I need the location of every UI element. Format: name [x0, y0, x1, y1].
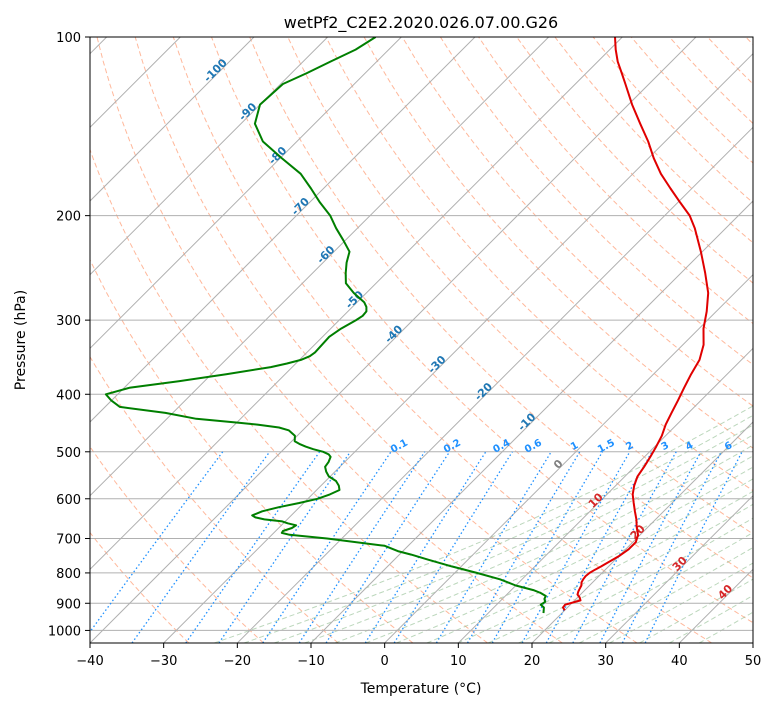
mixing-ratio-line [521, 451, 631, 643]
x-tick-label: −40 [76, 654, 103, 669]
x-axis-ticks: −40 −30 −20 −10 0 10 20 30 40 50 [76, 643, 761, 669]
moist-adiabat-line [396, 466, 753, 643]
mixing-ratio-lines [90, 451, 743, 643]
mixing-ratio-label: 8 [751, 440, 762, 453]
dry-adiabat-line [90, 148, 488, 643]
x-tick-label: 50 [745, 654, 762, 669]
mixing-ratio-label: 3 [660, 440, 671, 453]
x-axis-label: Temperature (°C) [360, 681, 482, 697]
dry-adiabat-line [96, 37, 563, 643]
mixing-ratio-label: 1 [569, 440, 580, 453]
mixing-ratio-line [599, 451, 702, 643]
y-tick-label: 1000 [48, 624, 81, 639]
mixing-ratio-label: 4 [684, 440, 695, 453]
dry-adiabat-line [172, 37, 712, 643]
temperature-profile [562, 37, 710, 611]
mixing-ratio-line [325, 451, 451, 643]
isotherm-line [90, 37, 329, 276]
moist-adiabat-line [214, 405, 753, 643]
isotherm-line [384, 273, 753, 643]
y-axis-label: Pressure (hPa) [13, 290, 29, 390]
mixing-ratio-line [364, 451, 487, 643]
sounding-series [104, 37, 710, 614]
dewpoint-profile [104, 37, 547, 614]
moist-adiabat-line [609, 562, 753, 643]
isotherm-line [457, 347, 753, 643]
moist-adiabat-line [304, 434, 753, 643]
y-tick-label: 800 [56, 567, 81, 582]
dry-adiabats [90, 37, 753, 643]
isotherm-line [531, 421, 753, 643]
mixing-ratio-line [185, 451, 321, 643]
moist-adiabat-line [457, 490, 753, 643]
dry-adiabat-line [401, 37, 753, 407]
isotherm-line [90, 37, 550, 497]
mixing-ratio-line [90, 451, 224, 633]
mixing-ratio-line [572, 451, 677, 643]
y-axis-ticks: 100 200 300 400 500 600 700 800 900 1000 [48, 31, 90, 639]
mixing-ratio-label: 2 [624, 440, 635, 453]
mixing-ratio-line [644, 451, 743, 643]
chart-title: wetPf2_C2E2.2020.026.07.00.G26 [284, 13, 558, 33]
mixing-ratio-line [218, 451, 351, 643]
mixing-ratio-line [545, 451, 653, 643]
dry-adiabat-line [439, 37, 753, 366]
x-tick-label: 0 [381, 654, 389, 669]
dry-adiabat-line [211, 37, 753, 624]
x-tick-label: 10 [450, 654, 467, 669]
moist-adiabat-line [548, 531, 753, 643]
mixing-ratio-line [131, 451, 271, 643]
isotherm-line [605, 494, 753, 643]
dry-adiabat-line [249, 37, 753, 579]
x-tick-label: 20 [524, 654, 541, 669]
dry-adiabat-line [516, 37, 753, 284]
y-tick-label: 100 [56, 31, 81, 46]
x-tick-label: 40 [671, 654, 688, 669]
y-tick-label: 300 [56, 314, 81, 329]
y-tick-label: 600 [56, 493, 81, 508]
moist-adiabat-line [579, 546, 753, 643]
y-tick-label: 400 [56, 388, 81, 403]
isotherm-line [163, 52, 753, 643]
isotherm-line [90, 37, 255, 202]
mixing-ratio-line [298, 451, 426, 643]
x-tick-label: −10 [297, 654, 324, 669]
x-tick-label: −20 [224, 654, 251, 669]
moist-adiabat-line [334, 444, 753, 643]
dry-adiabat-line [90, 355, 339, 643]
dry-adiabat-line [90, 445, 264, 643]
y-tick-label: 500 [56, 446, 81, 461]
isotherm-line [310, 200, 753, 643]
isotherms [90, 37, 753, 643]
isotherm-line [90, 37, 623, 571]
mixing-ratio-label: 6 [723, 440, 734, 453]
dry-adiabat-line [325, 37, 753, 492]
y-tick-label: 200 [56, 210, 81, 225]
isotherm-line [90, 37, 697, 643]
moist-adiabat-line [243, 414, 753, 643]
mixing-ratio-line [435, 451, 552, 643]
mixing-ratio-line [262, 451, 392, 643]
x-tick-label: 30 [597, 654, 614, 669]
isotherm-line [236, 126, 753, 643]
plot-frame [89, 36, 754, 644]
y-tick-label: 700 [56, 533, 81, 548]
x-tick-label: −30 [150, 654, 177, 669]
moist-adiabat-line [274, 424, 753, 643]
dry-adiabat-line [90, 531, 190, 643]
isotherm-line [90, 37, 402, 350]
moist-adiabat-line [426, 478, 753, 643]
y-tick-label: 900 [56, 597, 81, 612]
isotherm-line [90, 37, 476, 423]
